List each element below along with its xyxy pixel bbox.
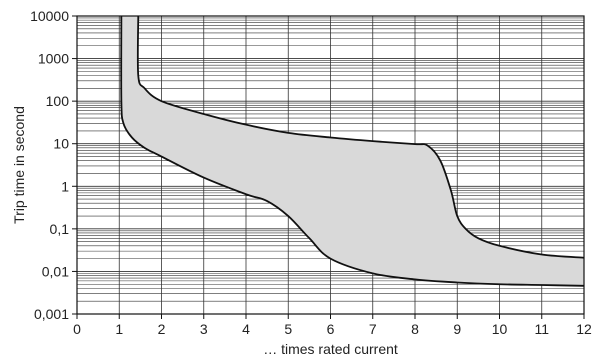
y-tick-label: 100 bbox=[46, 93, 70, 109]
y-tick-label: 0,001 bbox=[34, 306, 69, 322]
y-tick-label: 1 bbox=[61, 178, 69, 194]
trip-curves bbox=[120, 15, 585, 287]
lower-trip-curve bbox=[120, 15, 585, 287]
x-tick-label: 3 bbox=[200, 321, 208, 337]
x-tick-label: 7 bbox=[369, 321, 377, 337]
upper-trip-curve bbox=[136, 15, 585, 259]
x-tick-labels: 0 1 2 3 4 5 6 7 8 9 10 11 12 bbox=[73, 314, 592, 337]
x-tick-label: 11 bbox=[534, 321, 549, 337]
trip-band bbox=[121, 16, 585, 286]
trip-band-area bbox=[121, 16, 585, 286]
y-tick-label: 1000 bbox=[38, 51, 69, 67]
x-tick-label: 9 bbox=[453, 321, 461, 337]
y-tick-label: 0,1 bbox=[50, 221, 70, 237]
x-tick-label: 6 bbox=[327, 321, 335, 337]
x-tick-label: 5 bbox=[284, 321, 292, 337]
x-axis-label: … times rated current bbox=[263, 341, 398, 357]
x-tick-label: 10 bbox=[492, 321, 508, 337]
x-tick-label: 1 bbox=[115, 321, 123, 337]
y-tick-label: 10 bbox=[53, 136, 69, 152]
y-axis-label: Trip time in second bbox=[11, 106, 27, 224]
x-tick-label: 12 bbox=[576, 321, 592, 337]
y-tick-label: 10000 bbox=[30, 8, 69, 24]
x-tick-label: 0 bbox=[73, 321, 81, 337]
x-tick-label: 8 bbox=[411, 321, 419, 337]
x-tick-label: 2 bbox=[158, 321, 166, 337]
x-tick-label: 4 bbox=[242, 321, 250, 337]
y-tick-label: 0,01 bbox=[42, 263, 69, 279]
y-tick-labels: 0,001 0,01 0,1 1 10 100 1000 10000 bbox=[30, 8, 77, 322]
